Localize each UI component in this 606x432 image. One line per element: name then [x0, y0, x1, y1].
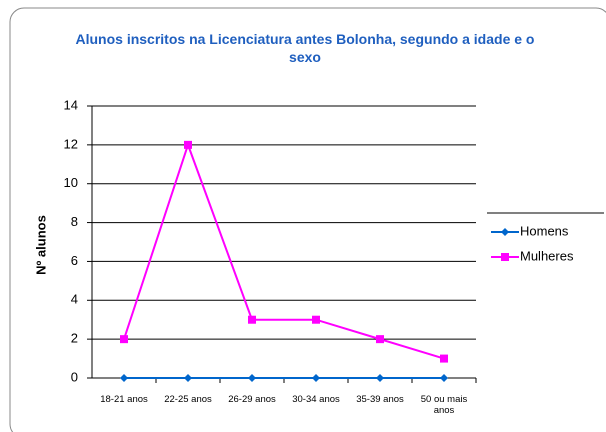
chart-title: Alunos inscritos na Licenciatura antes B…	[75, 31, 535, 65]
x-tick-label: 26-29 anos	[228, 394, 276, 405]
y-tick-label: 0	[71, 369, 78, 384]
y-axis-label: Nº alunos	[33, 215, 48, 275]
x-tick-label: 30-34 anos	[292, 394, 340, 405]
data-point	[440, 354, 448, 363]
data-point	[184, 140, 192, 149]
x-tick-label: 22-25 anos	[164, 394, 212, 405]
legend-marker	[501, 253, 509, 261]
y-tick-label: 2	[71, 331, 78, 346]
data-point	[376, 374, 384, 382]
data-point	[184, 374, 192, 382]
y-tick-label: 10	[64, 175, 78, 190]
y-tick-label: 12	[64, 136, 78, 151]
data-point	[248, 315, 256, 324]
x-tick-label: 18-21 anos	[100, 394, 148, 405]
legend-marker	[501, 228, 509, 236]
data-point	[312, 374, 320, 382]
chart-frame	[9, 7, 606, 432]
data-point	[440, 374, 448, 382]
y-tick-label: 14	[64, 97, 78, 112]
y-tick-label: 4	[71, 292, 78, 307]
x-tick-label: 50 ou mais anos	[420, 394, 468, 416]
x-tick-label: 35-39 anos	[356, 394, 404, 405]
data-point	[376, 335, 384, 344]
data-point	[120, 374, 128, 382]
data-point	[120, 335, 128, 344]
legend-label: Homens	[520, 223, 569, 238]
legend-label: Mulheres	[520, 248, 574, 263]
data-point	[248, 374, 256, 382]
series-line	[123, 141, 445, 360]
data-point	[312, 315, 320, 324]
y-tick-label: 6	[71, 253, 78, 268]
y-tick-label: 8	[71, 214, 78, 229]
